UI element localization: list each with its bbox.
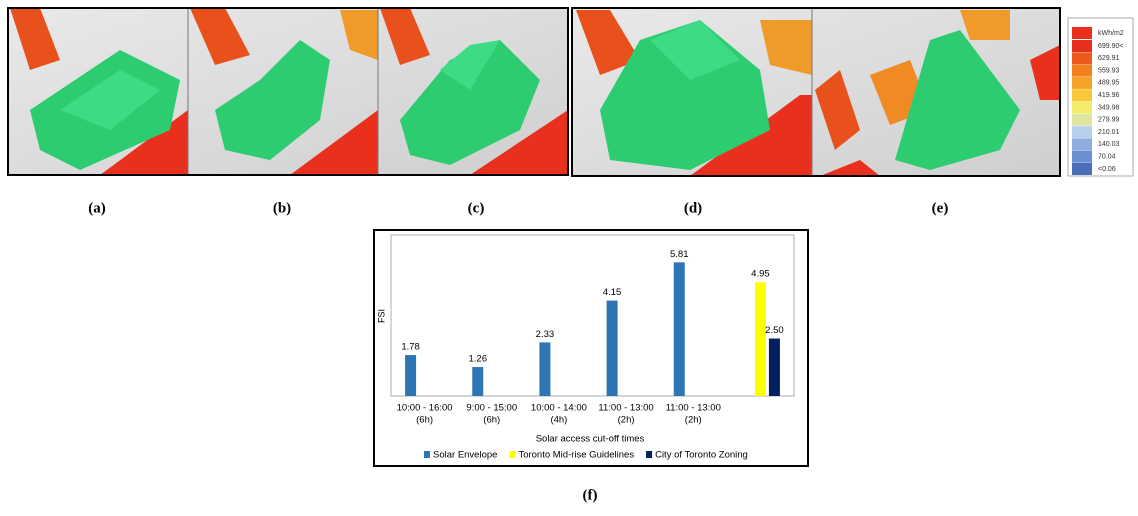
scale-label: <0.06	[1098, 166, 1116, 173]
legend-label: Solar Envelope	[433, 450, 497, 461]
scale-head-swatch	[1072, 27, 1092, 39]
x-axis-label: Solar access cut-off times	[536, 434, 645, 445]
x-tick-label: (2h)	[685, 415, 702, 426]
scale-swatch	[1072, 163, 1092, 175]
panel-label: (a)	[88, 200, 106, 216]
scale-swatch	[1072, 52, 1092, 64]
bar	[539, 342, 550, 396]
scale-label: 70.04	[1098, 154, 1116, 161]
scale-label: 279.99	[1098, 117, 1120, 124]
x-tick-label: (4h)	[550, 415, 567, 426]
panel-label: (b)	[273, 200, 291, 216]
panel-label: (c)	[468, 200, 485, 216]
bar	[755, 282, 766, 396]
scale-swatch	[1072, 151, 1092, 163]
x-tick-label: (6h)	[483, 415, 500, 426]
scale-swatch	[1072, 40, 1092, 52]
data-label: 2.33	[536, 329, 555, 340]
data-label: 4.15	[603, 287, 622, 298]
bar-chart: FSI Solar access cut-off times 10:00 - 1…	[374, 230, 808, 466]
data-label: 2.50	[765, 325, 784, 336]
scale-label: 210.01	[1098, 129, 1120, 136]
bar	[674, 262, 685, 396]
render-group-abc	[8, 8, 568, 175]
bar	[472, 367, 483, 396]
legend-label: City of Toronto Zoning	[655, 450, 748, 461]
legend-swatch	[646, 451, 652, 458]
scale-label: 140.03	[1098, 141, 1120, 148]
scale-swatch	[1072, 65, 1092, 77]
data-label: 4.95	[751, 269, 770, 280]
x-tick-label: (6h)	[416, 415, 433, 426]
legend-label: Toronto Mid-rise Guidelines	[518, 450, 634, 461]
scale-label: 699.90<	[1098, 43, 1124, 50]
render-group-de	[572, 8, 1060, 176]
data-label: 1.78	[401, 342, 420, 353]
data-label: 5.81	[670, 249, 689, 260]
scale-label: 559.93	[1098, 67, 1120, 74]
scale-label: 349.98	[1098, 104, 1120, 111]
legend-swatch	[424, 451, 430, 458]
panel-label: (e)	[932, 200, 949, 216]
scale-label: 489.95	[1098, 80, 1120, 87]
x-tick-label: 10:00 - 14:00	[531, 403, 587, 414]
bar	[769, 339, 780, 397]
color-scale: kWh/m2 699.90< 629.91 559.93 489.95 419.96 34…	[1068, 18, 1133, 176]
scale-swatch	[1072, 89, 1092, 101]
scale-swatch	[1072, 126, 1092, 138]
x-tick-label: 11:00 - 13:00	[666, 403, 721, 414]
scale-unit: kWh/m2	[1098, 30, 1124, 37]
panel-label: (f)	[583, 487, 598, 503]
legend-swatch	[509, 451, 515, 458]
scale-label: 629.91	[1098, 55, 1120, 62]
bar	[607, 301, 618, 396]
panel-label: (d)	[684, 200, 702, 216]
scale-swatch	[1072, 114, 1092, 126]
scale-swatch	[1072, 77, 1092, 89]
scale-swatch	[1072, 102, 1092, 114]
scale-label: 419.96	[1098, 92, 1120, 99]
data-label: 1.26	[469, 354, 488, 365]
scale-swatch	[1072, 138, 1092, 150]
x-tick-label: (2h)	[618, 415, 635, 426]
figure: kWh/m2 699.90< 629.91 559.93 489.95 419.96 34…	[0, 0, 1138, 511]
x-tick-label: 9:00 - 15:00	[466, 403, 517, 414]
x-tick-label: 10:00 - 16:00	[397, 403, 453, 414]
x-tick-label: 11:00 - 13:00	[598, 403, 653, 414]
bar	[405, 355, 416, 396]
y-axis-label: FSI	[376, 309, 386, 323]
